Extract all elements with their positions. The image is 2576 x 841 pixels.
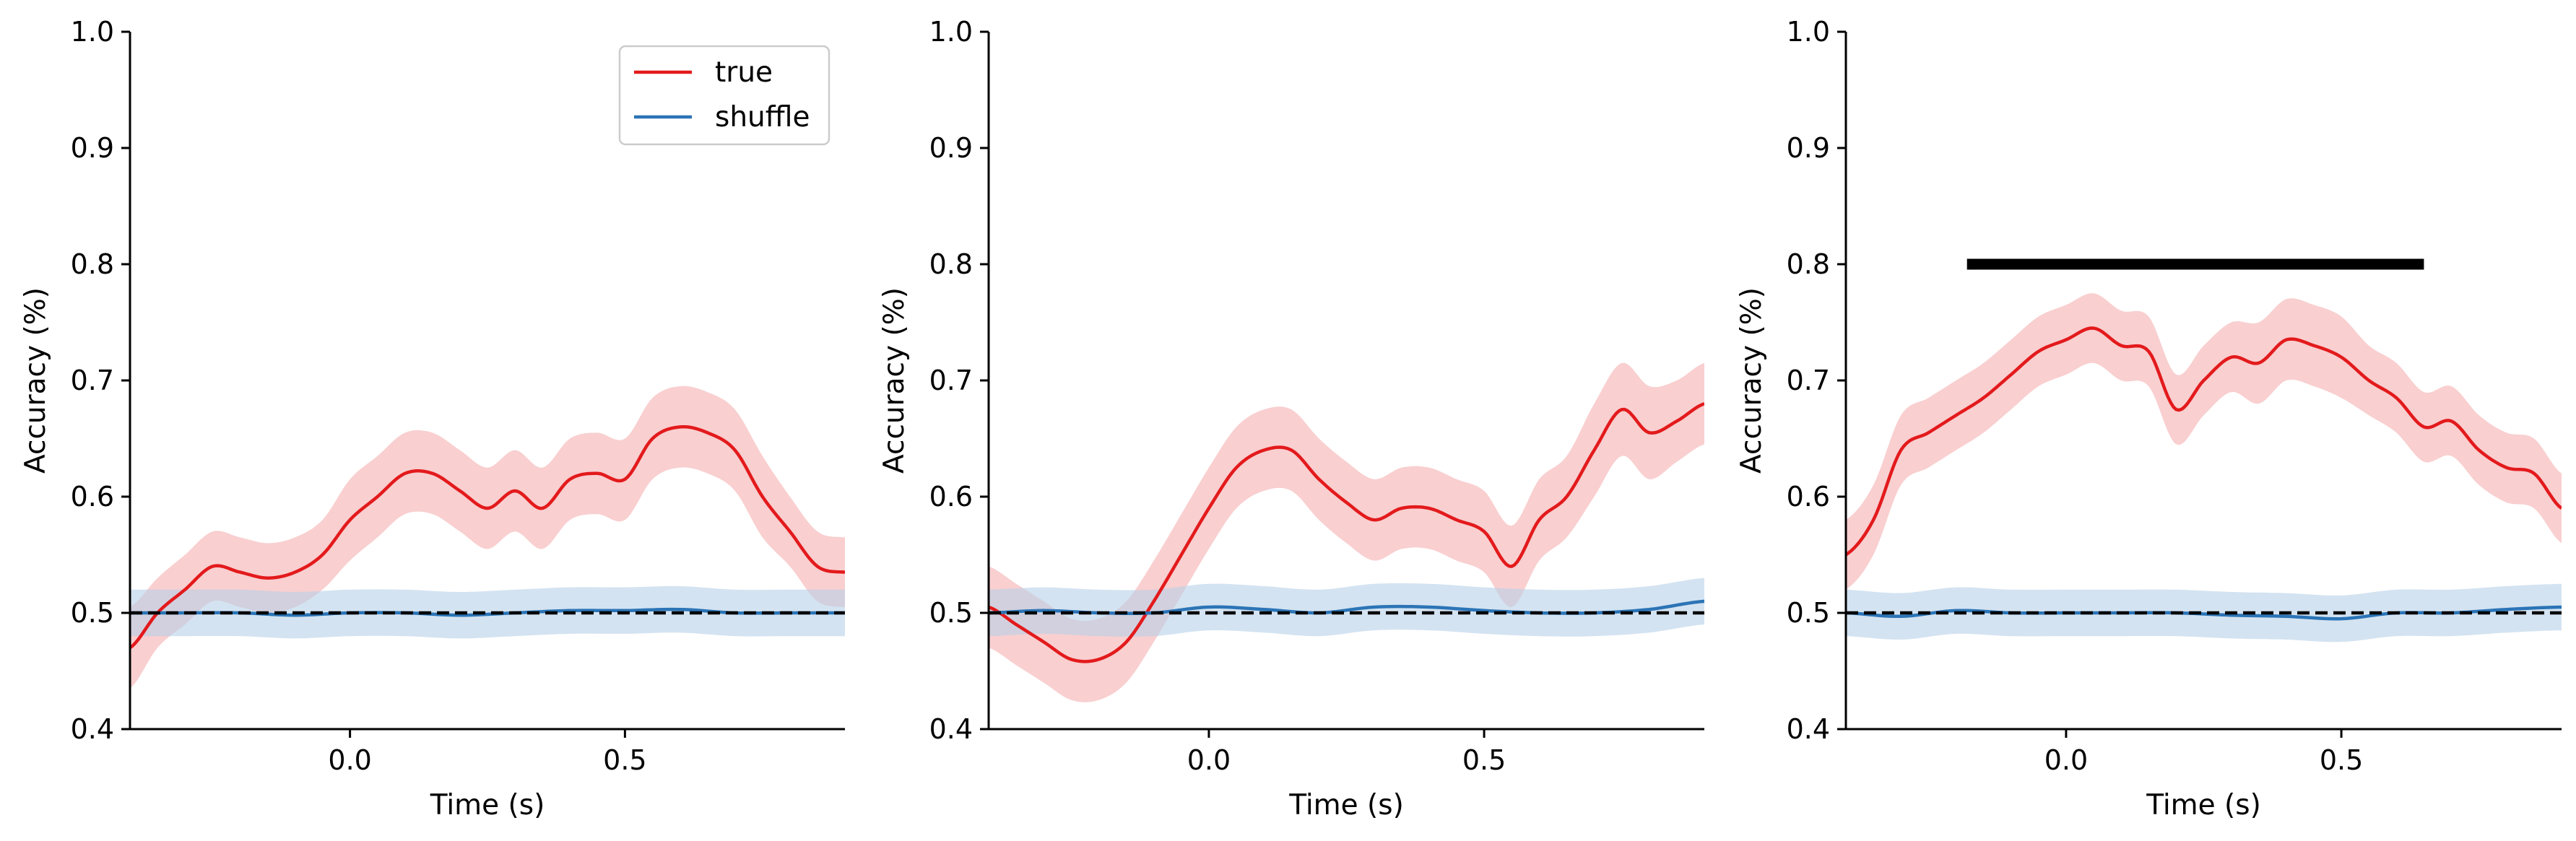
y-tick-label: 0.4 [71, 713, 114, 745]
y-tick-label: 0.6 [1787, 481, 1830, 513]
y-tick-label: 0.7 [1787, 365, 1830, 396]
series-shuffle-band [130, 585, 845, 639]
y-tick-label: 0.9 [71, 132, 114, 164]
series-shuffle-band [989, 578, 1704, 637]
y-tick-label: 0.7 [929, 365, 973, 396]
y-tick-label: 0.6 [71, 481, 114, 513]
plot-area [1846, 293, 2562, 642]
y-tick-label: 1.0 [71, 16, 114, 48]
y-tick-label: 0.8 [71, 248, 114, 280]
y-tick-label: 0.9 [1787, 132, 1830, 164]
y-tick-label: 0.5 [1787, 597, 1830, 629]
x-tick-label: 0.5 [2320, 744, 2363, 776]
x-tick-label: 0.5 [603, 744, 646, 776]
y-tick-label: 0.7 [71, 365, 114, 396]
y-tick-label: 0.6 [929, 481, 973, 513]
series-true-line [989, 402, 1704, 663]
y-tick-label: 0.4 [929, 713, 973, 745]
y-tick-label: 0.9 [929, 132, 973, 164]
y-tick-label: 1.0 [929, 16, 973, 48]
series-true-band [130, 385, 845, 689]
legend-label-true: true [715, 56, 773, 89]
plot-area [989, 362, 1704, 702]
y-axis-label: Accuracy (%) [19, 287, 52, 474]
x-tick-label: 0.0 [328, 744, 371, 776]
y-tick-label: 0.8 [929, 248, 973, 280]
x-axis-label: Time (s) [1288, 789, 1404, 822]
series-true-line [1846, 326, 2562, 557]
plot-area [130, 385, 845, 689]
x-axis-label: Time (s) [2146, 789, 2261, 822]
series-true-band [989, 362, 1704, 702]
y-axis-label: Accuracy (%) [878, 287, 911, 474]
series-true-band [1846, 293, 2562, 590]
x-axis-label: Time (s) [430, 789, 545, 822]
panel-2: 0.4 0.5 0.6 0.7 0.8 0.9 1.0 0.0 0.5 Time (s) Accur… [878, 16, 1704, 822]
series-true-line [130, 424, 845, 650]
y-tick-label: 0.5 [71, 597, 114, 629]
legend-label-shuffle: shuffle [715, 101, 810, 134]
y-tick-label: 0.8 [1787, 248, 1830, 280]
y-tick-label: 0.5 [929, 597, 973, 629]
panel-1: 0.4 0.5 0.6 0.7 0.8 0.9 1.0 0.0 0.5 Time (s) Accur… [19, 16, 845, 822]
y-tick-label: 1.0 [1787, 16, 1830, 48]
x-tick-label: 0.5 [1462, 744, 1506, 776]
legend: true shuffle [618, 45, 831, 146]
y-axis-label: Accuracy (%) [1735, 287, 1768, 474]
y-tick-label: 0.4 [1787, 713, 1830, 745]
x-tick-label: 0.0 [1187, 744, 1231, 776]
panel-3: 0.4 0.5 0.6 0.7 0.8 0.9 1.0 0.0 0.5 Time (s) Accur… [1735, 16, 2562, 822]
x-tick-label: 0.0 [2044, 744, 2088, 776]
